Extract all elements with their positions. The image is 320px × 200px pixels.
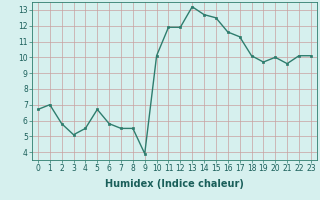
- X-axis label: Humidex (Indice chaleur): Humidex (Indice chaleur): [105, 179, 244, 189]
